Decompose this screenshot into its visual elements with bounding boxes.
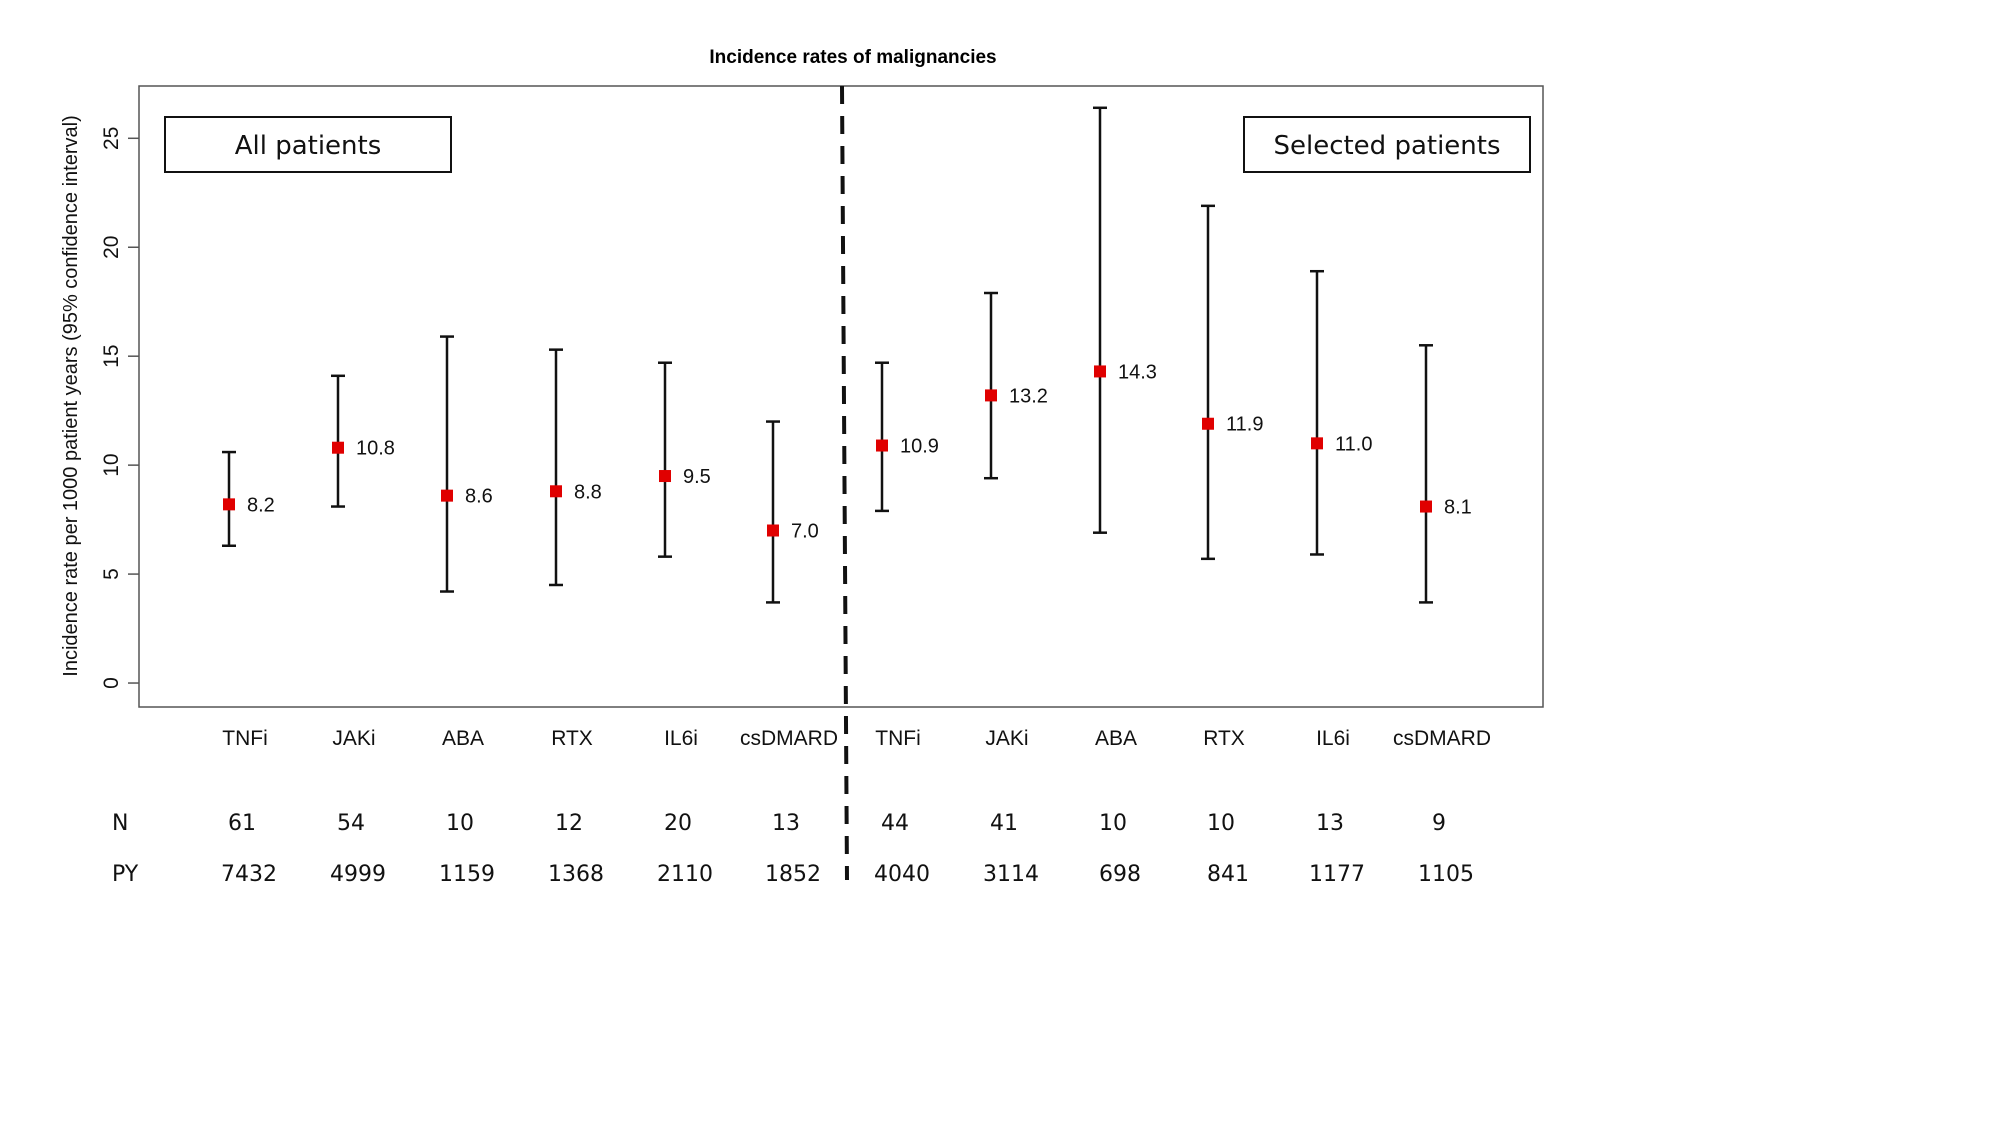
table-n-value: 54 [337,811,365,836]
table-n-value: 13 [1316,811,1344,836]
table-py-value: 1852 [765,862,821,887]
x-tick-label: JAKi [332,727,375,750]
x-tick-label: ABA [1095,727,1137,750]
table-py-value: 1159 [439,862,495,887]
table-py-value: 3114 [983,862,1039,887]
point-marker [1094,365,1106,378]
all-patients-label: All patients [235,131,382,161]
table-n-label: N [112,811,128,836]
table-py-value: 1105 [1418,862,1474,887]
table-py-value: 1368 [548,862,604,887]
table-n-value: 44 [881,811,909,836]
group-divider [840,85,849,881]
point-marker [767,524,779,537]
table-py-value: 2110 [657,862,713,887]
value-label: 7.0 [791,521,819,543]
value-label: 8.8 [574,481,602,503]
table-n-value: 10 [1207,811,1235,836]
x-tick-label: JAKi [985,727,1028,750]
table-py-value: 4999 [330,862,386,887]
table-n-value: 10 [1099,811,1127,836]
plot-frame [138,85,1544,708]
table-py-value: 7432 [221,862,277,887]
table-n-value: 12 [555,811,583,836]
point-marker [659,470,671,483]
point-marker [550,485,562,498]
chart-title: Incidence rates of malignancies [709,47,996,68]
x-tick-label: IL6i [1316,727,1350,750]
value-label: 8.2 [247,494,275,516]
value-label: 10.8 [356,438,395,460]
table-values: 61 7432 54 4999 10 1159 12 1368 20 2110 13 1852 44 40… [221,811,1474,887]
x-tick-label: ABA [442,727,484,750]
table-py-label: PY [112,862,139,887]
x-tick-label: TNFi [875,727,921,750]
table-n-value: 13 [772,811,800,836]
y-axis: 0 5 10 15 20 25 [100,127,139,689]
selected-patients-label: Selected patients [1273,131,1500,161]
all-patients-box [164,116,452,173]
point-marker [1420,500,1432,513]
table-n-value: 20 [664,811,692,836]
x-tick-label: csDMARD [1393,727,1491,750]
y-tick-label: 15 [100,345,123,368]
point-marker [1202,417,1214,430]
value-label: 13.2 [1009,385,1048,407]
table-n-value: 9 [1432,811,1446,836]
value-label: 8.6 [465,486,493,508]
table-py-value: 4040 [874,862,930,887]
point-marker [332,441,344,454]
value-label: 8.1 [1444,497,1472,519]
y-axis-label: Incidence rate per 1000 patient years (9… [60,115,82,676]
table-py-value: 1177 [1309,862,1365,887]
x-tick-label: RTX [551,727,593,750]
data-marks: 8.2 TNFi 10.8 JAKi 8.6 ABA 8.8 RTX 9.5 IL6i 7.0 csD… [222,106,1491,750]
table-py-value: 698 [1099,862,1141,887]
value-label: 11.0 [1335,433,1372,455]
value-label: 11.9 [1226,414,1263,436]
value-label: 9.5 [683,466,711,488]
y-tick-label: 0 [100,677,123,689]
point-marker [985,389,997,402]
point-marker [876,439,888,452]
point-marker [441,489,453,502]
x-tick-label: RTX [1203,727,1245,750]
value-label: 10.9 [900,436,939,458]
x-tick-label: IL6i [664,727,698,750]
y-tick-label: 25 [100,127,123,150]
table-py-value: 841 [1207,862,1249,887]
point-marker [1311,437,1323,450]
selected-patients-box [1243,116,1531,173]
table-n-value: 41 [990,811,1018,836]
point-marker [223,498,235,511]
y-tick-label: 10 [100,453,123,476]
x-tick-label: csDMARD [740,727,838,750]
y-tick-label: 5 [100,568,123,580]
y-tick-label: 20 [100,236,123,259]
value-label: 14.3 [1118,361,1157,383]
x-tick-label: TNFi [222,727,268,750]
table-n-value: 10 [446,811,474,836]
table-n-value: 61 [228,811,256,836]
